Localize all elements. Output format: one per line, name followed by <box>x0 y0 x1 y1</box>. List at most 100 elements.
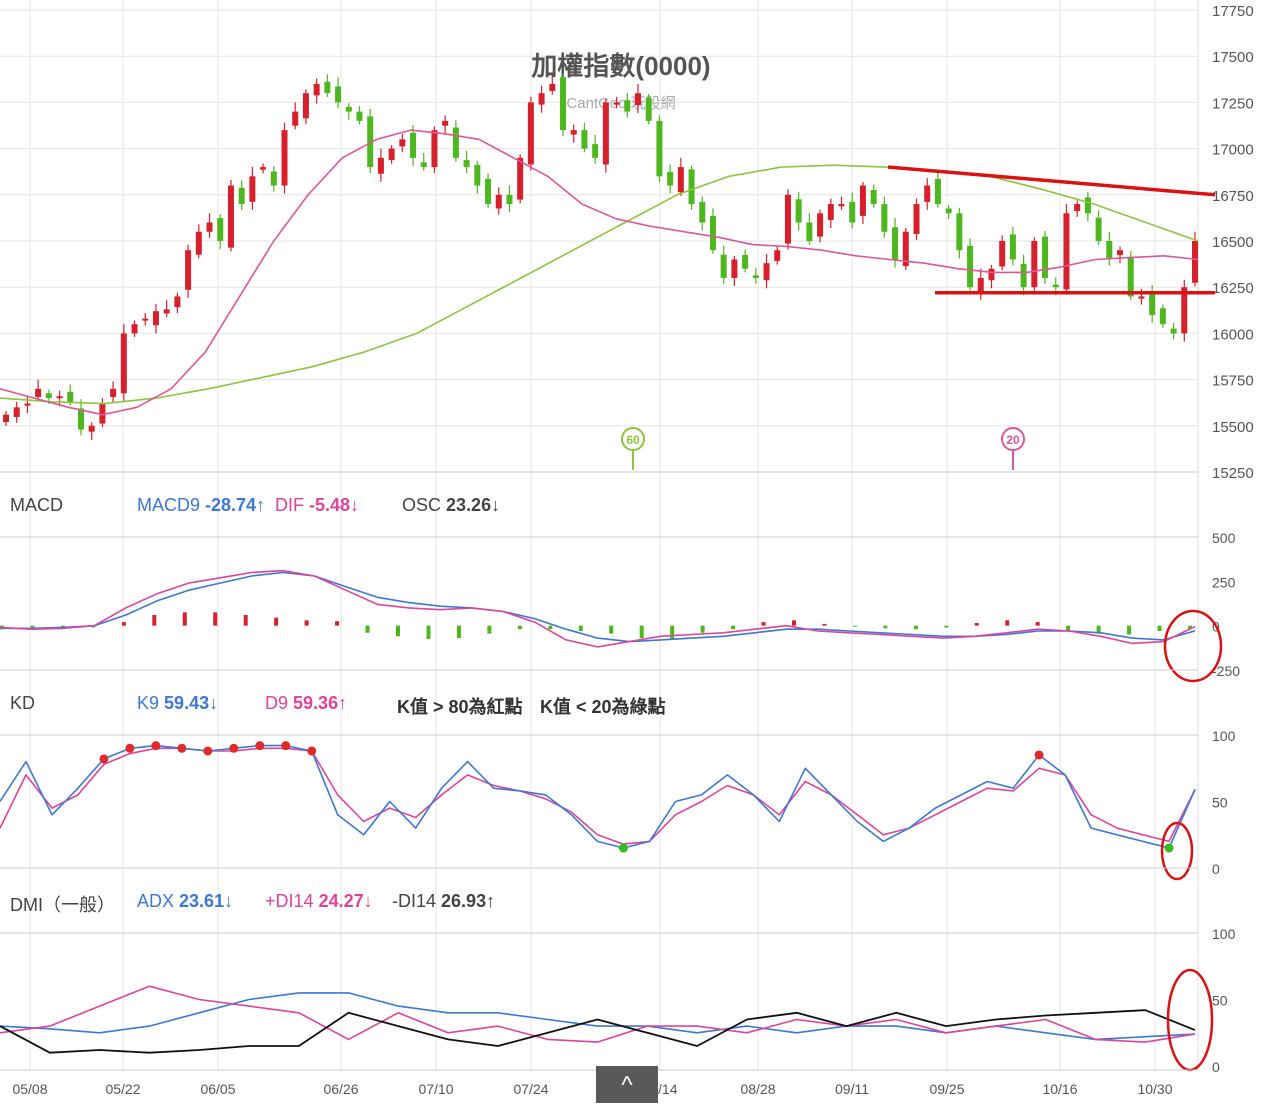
x-tick-label: 05/22 <box>105 1081 140 1097</box>
osc-bar <box>792 620 796 626</box>
candle-body <box>902 231 909 267</box>
price-tick-label: 16250 <box>1212 280 1254 297</box>
candle-body <box>260 167 267 170</box>
candle-body <box>410 132 417 158</box>
osc-bar <box>1157 625 1162 631</box>
candle-body <box>24 403 31 406</box>
kd-red-dot <box>177 743 187 753</box>
candle-body <box>570 130 577 135</box>
x-tick-label: 10/30 <box>1137 1081 1172 1097</box>
x-tick-label: 06/26 <box>323 1081 358 1097</box>
x-tick-label: 10/16 <box>1042 1081 1077 1097</box>
dmi-highlight-circle <box>1166 968 1214 1072</box>
candle-body <box>195 231 202 255</box>
candle-body <box>1095 217 1102 241</box>
candle-body <box>988 268 995 281</box>
candle-body <box>431 130 438 168</box>
candle-body <box>45 393 52 399</box>
ma60-line <box>0 164 1199 405</box>
osc-bar <box>974 623 979 626</box>
kd-red-dot <box>307 746 317 756</box>
price-tick-label: 17000 <box>1212 142 1254 159</box>
ma20-marker-label: 20 <box>1006 433 1020 447</box>
candle-body <box>270 171 277 186</box>
candle-body <box>613 102 620 105</box>
kd-red-dot <box>255 741 265 751</box>
candle-body <box>185 250 192 290</box>
candle-body <box>849 201 856 223</box>
watermark: CantGoo 玩股網 <box>566 95 675 112</box>
osc-bar <box>944 625 949 628</box>
chart-title: 加權指數(0000) <box>531 51 710 81</box>
candle-body <box>174 296 181 308</box>
candle-body <box>110 388 117 397</box>
candle-body <box>517 157 524 200</box>
kd-tick-label: 0 <box>1212 861 1220 877</box>
price-tick-label: 17250 <box>1212 95 1254 112</box>
candle-body <box>1063 213 1070 290</box>
dif-readout: DIF -5.48↓ <box>275 495 360 515</box>
candle-body <box>88 425 95 432</box>
candle-body <box>485 178 492 205</box>
candle-body <box>506 194 513 205</box>
mdi-line <box>0 1009 1196 1054</box>
candle-body <box>99 403 106 424</box>
candle-body <box>217 218 224 241</box>
kd-tick-label: 100 <box>1212 728 1236 744</box>
candle-body <box>527 102 534 165</box>
candle-body <box>892 227 899 260</box>
ma20-line <box>0 129 1199 416</box>
candle-body <box>870 189 877 205</box>
macd-highlight-circle <box>1163 609 1223 683</box>
candle-body <box>474 164 481 186</box>
candle-body <box>1149 294 1156 315</box>
pdi-readout: +DI14 24.27↓ <box>265 891 373 911</box>
candle-body <box>549 83 556 91</box>
candle-body <box>677 167 684 193</box>
kd-red-dot <box>99 754 109 764</box>
x-tick-label: 07/24 <box>513 1081 548 1097</box>
candle-body <box>913 204 920 234</box>
candle-body <box>1009 234 1016 260</box>
candle-body <box>377 157 384 174</box>
candle-body <box>827 204 834 220</box>
mdi-readout: -DI14 26.93↑ <box>392 891 496 911</box>
candle-body <box>1020 263 1027 288</box>
osc-bar <box>1066 625 1071 631</box>
candle-body <box>645 97 652 121</box>
osc-bar <box>852 625 857 627</box>
candle-body <box>763 263 770 281</box>
osc-bar <box>1005 620 1010 626</box>
x-tick-label: 07/10 <box>418 1081 453 1097</box>
candle-body <box>324 81 331 94</box>
x-tick-label: 05/08 <box>12 1081 47 1097</box>
candle-body <box>1042 236 1049 278</box>
candle-body <box>634 93 641 105</box>
candle-body <box>977 277 984 294</box>
osc-bar <box>1096 625 1101 634</box>
candle-body <box>463 160 470 168</box>
candle-body <box>120 333 127 394</box>
kd-red-dot <box>151 741 161 751</box>
macd9-line <box>0 571 1196 643</box>
candle-body <box>1106 241 1113 260</box>
candle-body <box>335 86 342 103</box>
candle-body <box>313 83 320 96</box>
candle-body <box>1138 296 1145 299</box>
candle-body <box>1052 284 1059 288</box>
candle-body <box>806 222 813 241</box>
candle-body <box>817 213 824 237</box>
scroll-up-button[interactable]: ^ <box>596 1066 658 1103</box>
osc-bar <box>578 625 583 631</box>
x-tick-label: 09/25 <box>929 1081 964 1097</box>
macd9-readout: MACD9 -28.74↑ <box>137 495 266 515</box>
macd-header: MACD <box>10 495 63 516</box>
adx-readout: ADX 23.61↓ <box>137 891 234 911</box>
candle-body <box>131 324 138 334</box>
osc-bar <box>456 625 461 639</box>
candle-body <box>999 241 1006 267</box>
osc-bar <box>335 621 340 626</box>
candle-body <box>13 407 20 417</box>
osc-bar <box>670 625 675 640</box>
